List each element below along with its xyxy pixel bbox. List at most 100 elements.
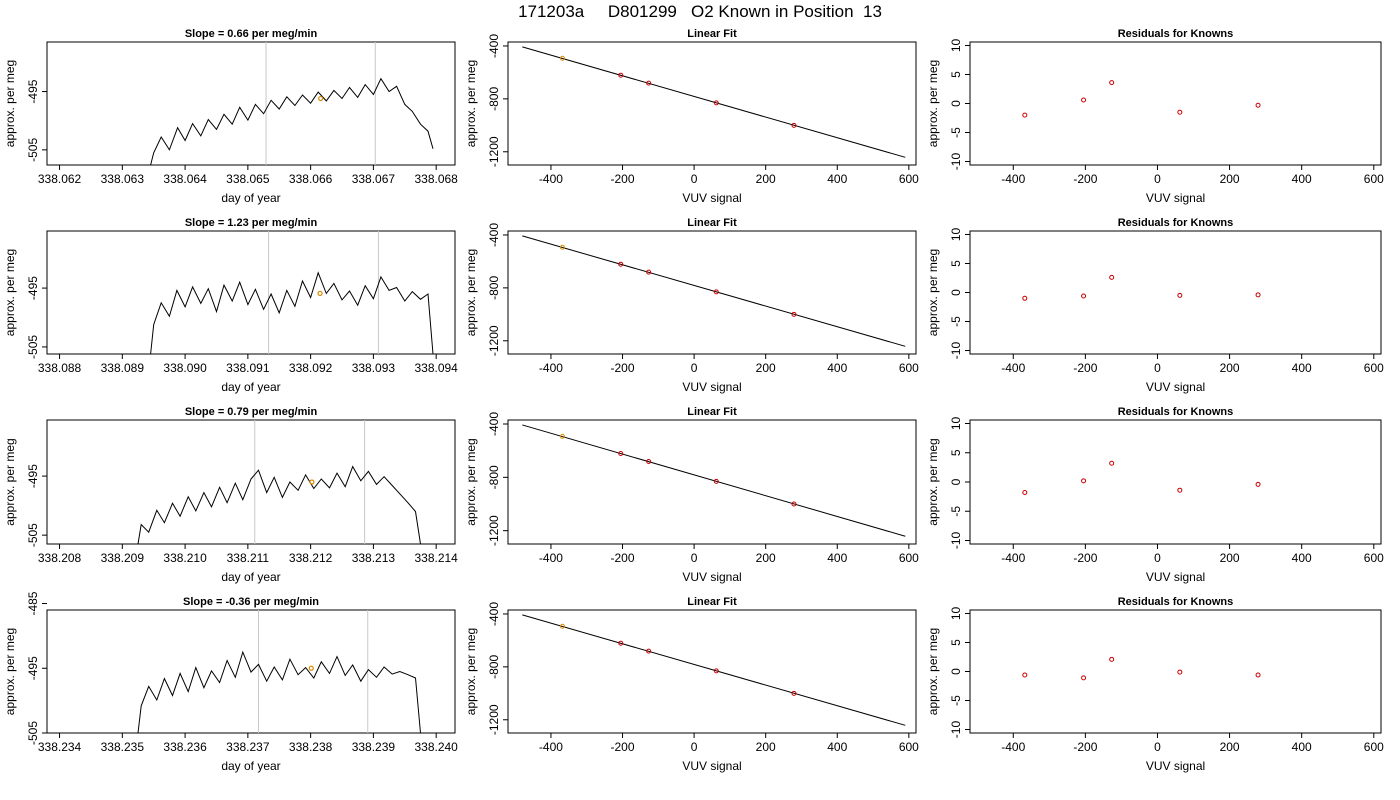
plot-frame	[969, 230, 1382, 355]
x-tick-label: -400	[539, 551, 563, 565]
fit-point	[791, 122, 797, 128]
plot-frame	[969, 419, 1382, 545]
y-tick-label: -400	[487, 223, 501, 247]
y-axis-label: approx. per meg	[926, 60, 940, 147]
x-tick-label: -200	[611, 740, 635, 754]
plot-title: Residuals for Knowns	[1118, 28, 1234, 40]
fit-point	[646, 269, 652, 275]
y-tick-label: -800	[487, 465, 501, 489]
x-tick-label: 200	[756, 740, 776, 754]
x-axis-label: VUV signal	[682, 191, 741, 205]
y-tick-label: -800	[487, 655, 501, 679]
y-tick-label: -800	[487, 87, 501, 111]
x-tick-label: 400	[1292, 740, 1312, 754]
x-axis-label: day of year	[221, 570, 280, 584]
y-tick-label: 10	[949, 38, 963, 52]
fit-point	[618, 640, 624, 646]
fit-point	[559, 244, 565, 250]
x-axis-label: day of year	[221, 759, 280, 773]
residuals-panel-4: Residuals for Knowns VUV signal approx. pe…	[926, 596, 1384, 773]
plot-title: Linear Fit	[687, 28, 737, 40]
plot-title: Slope = 1.23 per meg/min	[185, 217, 318, 229]
fit-point	[713, 478, 719, 484]
y-tick-label: -495	[26, 276, 40, 300]
x-axis-label: VUV signal	[682, 759, 741, 773]
x-tick-label: -400	[539, 740, 563, 754]
y-tick-label: -1200	[487, 704, 501, 735]
x-tick-label: 338.236	[163, 740, 207, 754]
x-tick-label: 338.090	[163, 361, 207, 375]
fit-line	[522, 46, 906, 158]
x-axis-label: VUV signal	[1146, 759, 1205, 773]
fit-point	[559, 55, 565, 61]
x-tick-label: -400	[1001, 172, 1025, 186]
plot-frame	[46, 419, 456, 545]
plot-frame	[46, 230, 456, 355]
x-tick-label: 600	[899, 551, 919, 565]
plot-title: Slope = 0.79 per meg/min	[185, 406, 318, 418]
plot-frame	[507, 41, 917, 166]
fit-point	[559, 433, 565, 439]
x-tick-label: 338.063	[101, 172, 145, 186]
sample-marker	[317, 290, 323, 296]
y-tick-label: 0	[949, 289, 963, 296]
y-tick-label: -400	[487, 412, 501, 436]
residual-point	[1081, 478, 1087, 484]
linear-fit-panel-2: Linear Fit VUV signal approx. per meg -400 -…	[464, 217, 919, 394]
x-tick-label: -200	[611, 551, 635, 565]
y-tick-label: -1200	[487, 515, 501, 546]
x-tick-label: 600	[899, 172, 919, 186]
timeseries-panel-1: Slope = 0.66 per meg/min day of year appro…	[3, 28, 458, 205]
x-tick-label: 200	[1220, 361, 1240, 375]
y-axis-label: approx. per meg	[3, 438, 17, 525]
x-tick-label: 200	[1220, 740, 1240, 754]
x-tick-label: 400	[827, 551, 847, 565]
x-tick-label: 0	[1154, 740, 1161, 754]
y-tick-label: -505	[26, 523, 40, 547]
x-tick-label: -200	[1073, 551, 1097, 565]
y-tick-label: 0	[949, 100, 963, 107]
x-tick-label: 338.210	[163, 551, 207, 565]
x-tick-label: 338.094	[414, 361, 458, 375]
x-tick-label: 0	[1154, 551, 1161, 565]
x-tick-label: 338.208	[38, 551, 82, 565]
x-tick-label: 600	[899, 361, 919, 375]
residual-point	[1109, 80, 1115, 86]
y-axis-label: approx. per meg	[926, 628, 940, 715]
x-tick-label: -400	[1001, 740, 1025, 754]
x-tick-label: 0	[691, 551, 698, 565]
x-tick-label: -200	[611, 361, 635, 375]
fit-point	[618, 450, 624, 456]
residual-point	[1177, 292, 1183, 298]
fit-line	[522, 235, 906, 347]
x-tick-label: 600	[1364, 172, 1384, 186]
x-tick-label: 338.092	[289, 361, 333, 375]
x-tick-label: -400	[1001, 361, 1025, 375]
page-title: 171203a D801299 O2 Known in Position 13	[518, 2, 882, 21]
x-tick-label: 400	[827, 740, 847, 754]
x-tick-label: 338.234	[38, 740, 82, 754]
y-tick-label: 5	[949, 260, 963, 267]
x-axis-label: VUV signal	[1146, 380, 1205, 394]
y-tick-label: -800	[487, 276, 501, 300]
fit-point	[791, 311, 797, 317]
residual-point	[1022, 672, 1028, 678]
residual-point	[1022, 112, 1028, 118]
residual-point	[1177, 487, 1183, 493]
plot-title: Residuals for Knowns	[1118, 406, 1234, 418]
x-tick-label: -200	[611, 172, 635, 186]
x-tick-label: 338.213	[352, 551, 396, 565]
y-tick-label: -1200	[487, 136, 501, 167]
y-axis-label: approx. per meg	[926, 438, 940, 525]
x-tick-label: 400	[1292, 551, 1312, 565]
series-line	[150, 77, 434, 166]
x-tick-label: 600	[1364, 551, 1384, 565]
x-tick-label: 338.211	[227, 551, 270, 565]
plot-frame	[969, 41, 1382, 166]
y-tick-label: 0	[949, 668, 963, 675]
residual-point	[1109, 656, 1115, 662]
plot-title: Residuals for Knowns	[1118, 217, 1234, 229]
residuals-panel-1: Residuals for Knowns VUV signal approx. pe…	[926, 28, 1384, 205]
x-tick-label: 200	[1220, 172, 1240, 186]
